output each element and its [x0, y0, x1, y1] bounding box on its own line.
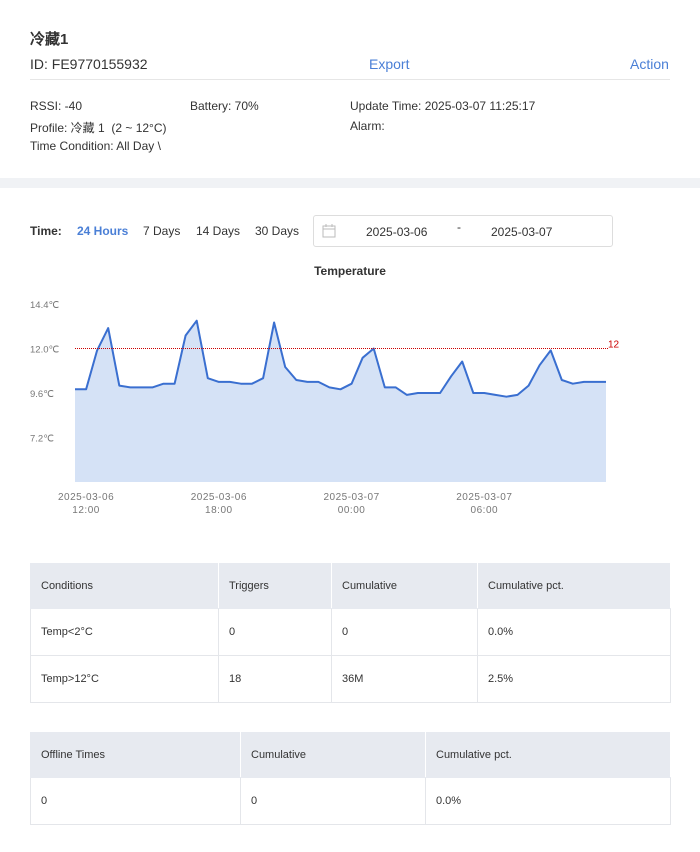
- column-header: Cumulative pct.: [425, 732, 671, 778]
- profile: Profile: 冷藏 1 (2 ~ 12°C): [30, 121, 167, 135]
- battery: Battery: 70%: [190, 99, 259, 113]
- table-cell: 0: [240, 777, 426, 825]
- column-header: Cumulative: [240, 732, 426, 778]
- y-tick-label: 9.6℃: [30, 389, 54, 400]
- table-row: Temp>12°C 18 36M 2.5%: [30, 655, 671, 703]
- threshold-label: 12: [608, 340, 620, 351]
- divider: [30, 79, 670, 80]
- column-header: Triggers: [218, 563, 332, 609]
- device-title: 冷藏1: [30, 31, 69, 48]
- x-tick-time: 06:00: [471, 505, 499, 516]
- column-header: Cumulative: [331, 563, 478, 609]
- time-option[interactable]: 7 Days: [143, 224, 181, 238]
- temperature-area: [75, 320, 606, 482]
- x-tick-time: 18:00: [205, 505, 233, 516]
- end-date[interactable]: 2025-03-07: [491, 225, 553, 239]
- export-link[interactable]: Export: [369, 56, 410, 72]
- date-separator: -: [457, 220, 461, 234]
- time-condition: Time Condition: All Day \: [30, 139, 161, 153]
- start-date[interactable]: 2025-03-06: [366, 225, 428, 239]
- table-cell: 36M: [331, 655, 478, 703]
- table-cell: 2.5%: [477, 655, 671, 703]
- x-tick-label: 2025-03-06 12:00: [58, 492, 114, 516]
- table-cell: 0.0%: [425, 777, 671, 825]
- action-link[interactable]: Action: [630, 56, 669, 72]
- table-cell: 0.0%: [477, 608, 671, 656]
- chart-title: Temperature: [314, 264, 386, 278]
- y-tick-label: 14.4℃: [30, 300, 59, 311]
- time-label: Time:: [30, 224, 62, 238]
- table-row: Temp<2°C 0 0 0.0%: [30, 608, 671, 656]
- column-header: Offline Times: [30, 732, 241, 778]
- rssi: RSSI: -40: [30, 99, 83, 113]
- time-option[interactable]: 24 Hours: [77, 224, 129, 238]
- y-tick-label: 7.2℃: [30, 434, 54, 445]
- table-cell: 0: [218, 608, 332, 656]
- table-cell: Temp<2°C: [30, 608, 219, 656]
- x-tick-time: 12:00: [72, 505, 100, 516]
- table-cell: 18: [218, 655, 332, 703]
- alarm: Alarm:: [350, 119, 385, 133]
- conditions-table: Conditions Triggers Cumulative Cumulative p…: [30, 563, 671, 703]
- header-row: Offline Times Cumulative Cumulative pct.: [30, 732, 671, 778]
- header-row: Conditions Triggers Cumulative Cumulative p…: [30, 563, 671, 609]
- temperature-line: [75, 319, 606, 398]
- x-tick-date: 2025-03-06: [58, 492, 114, 503]
- time-option[interactable]: 14 Days: [196, 224, 241, 238]
- column-header: Conditions: [30, 563, 219, 609]
- x-tick-date: 2025-03-07: [456, 492, 512, 503]
- time-option[interactable]: 30 Days: [255, 224, 300, 238]
- table-cell: 0: [331, 608, 478, 656]
- separator-band: [0, 178, 700, 188]
- table-cell: Temp>12°C: [30, 655, 219, 703]
- column-header: Cumulative pct.: [477, 563, 671, 609]
- offline-table: Offline Times Cumulative Cumulative pct. 0 0…: [30, 732, 671, 825]
- x-tick-date: 2025-03-07: [323, 492, 379, 503]
- x-tick-date: 2025-03-06: [191, 492, 247, 503]
- table-cell: 0: [30, 777, 241, 825]
- x-tick-label: 2025-03-07 06:00: [456, 492, 512, 516]
- device-id: ID: FE9770155932: [30, 56, 148, 72]
- y-tick-label: 12.0℃: [30, 345, 59, 356]
- x-tick-label: 2025-03-07 00:00: [323, 492, 379, 516]
- calendar-icon: [322, 224, 336, 238]
- temperature-chart: Temperature 14.4℃ 12.0℃ 9.6℃ 7.2℃ 12 2025-03-…: [30, 264, 620, 516]
- x-tick-time: 00:00: [338, 505, 366, 516]
- date-range[interactable]: 2025-03-06 - 2025-03-07: [313, 215, 613, 247]
- x-tick-label: 2025-03-06 18:00: [191, 492, 247, 516]
- update-time: Update Time: 2025-03-07 11:25:17: [350, 99, 536, 113]
- table-row: 0 0 0.0%: [30, 777, 671, 825]
